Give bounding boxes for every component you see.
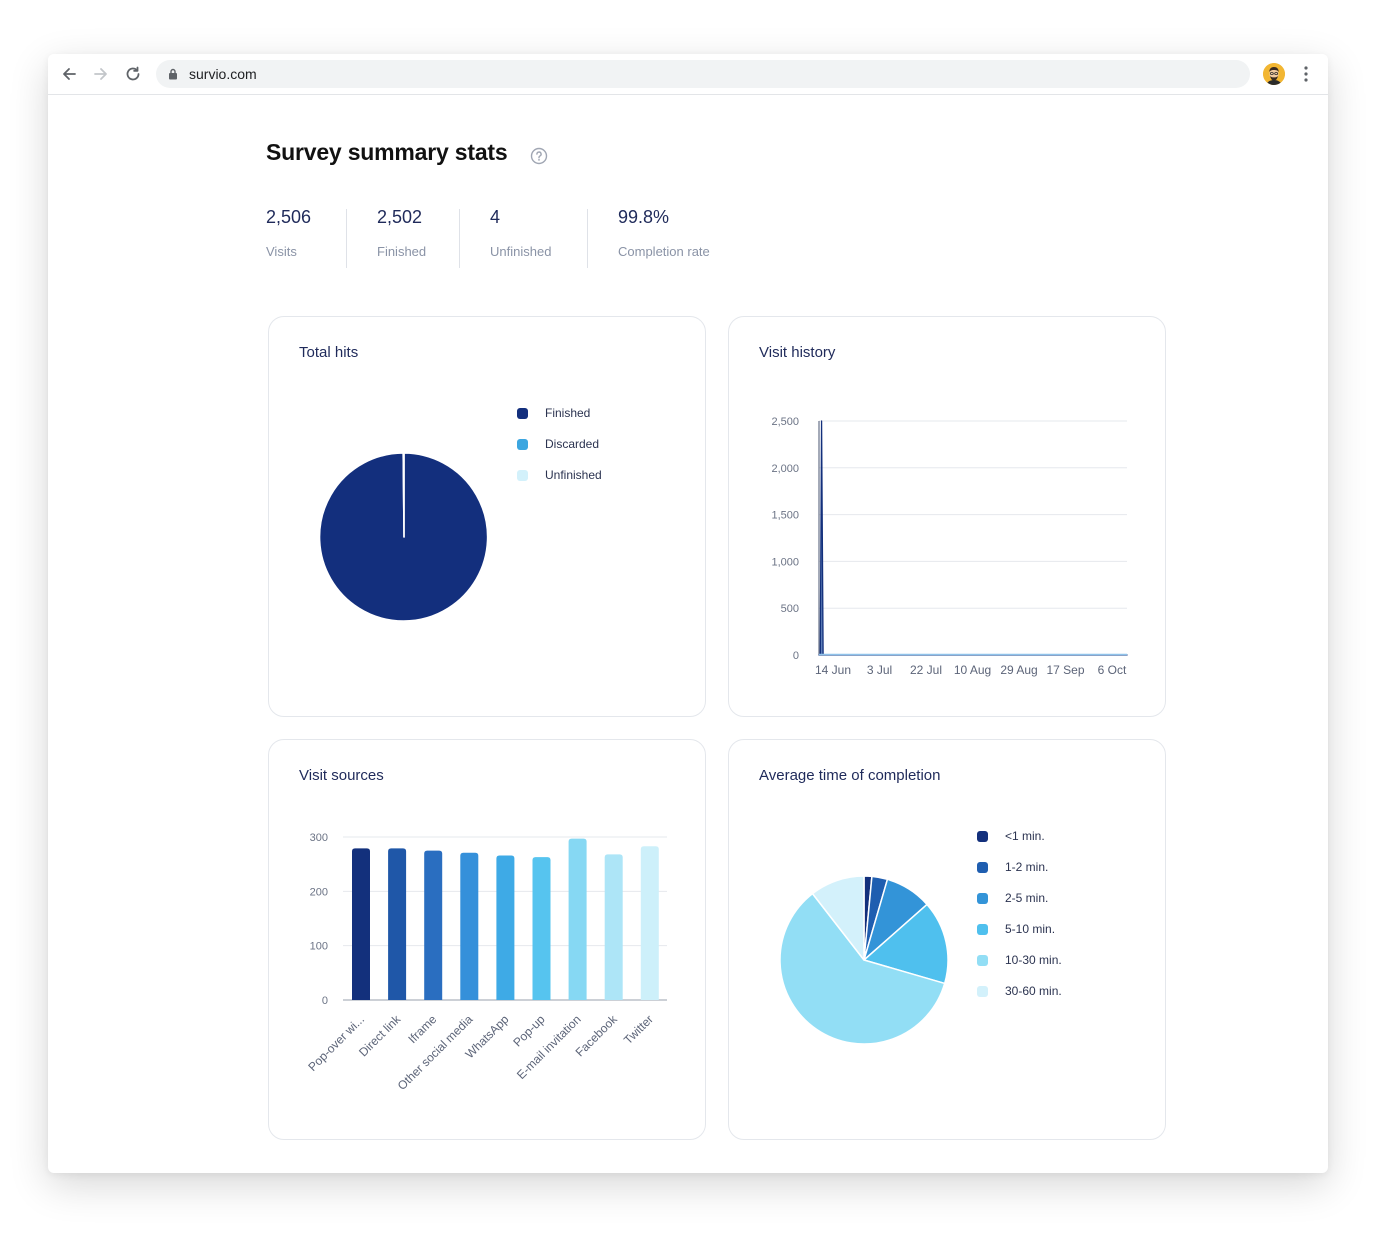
pie-slice-30-60-min [811, 875, 865, 961]
legend-label: Discarded [545, 437, 600, 451]
x-tick-label: Pop-over wi... [305, 1012, 367, 1074]
help-circle-icon[interactable] [530, 147, 548, 165]
x-tick-label: 6 Oct [1098, 663, 1127, 677]
stat-value: 2,502 [377, 207, 423, 227]
legend-swatch [977, 986, 988, 997]
bar-other-social-media [460, 852, 479, 1000]
bar-iframe [424, 850, 443, 1000]
card-visit-history: Visit history 2,500 2,000 1,500 1,000 500 0 14… [728, 316, 1166, 717]
y-tick-label: 2,500 [771, 416, 799, 428]
legend-label: 30-60 min. [1005, 984, 1062, 998]
x-tick-label: 10 Aug [954, 663, 991, 677]
y-tick-label: 2,000 [771, 463, 799, 475]
legend-swatch [517, 439, 528, 450]
y-tick-label: 300 [310, 832, 328, 844]
bar-whatsapp [496, 855, 515, 1000]
legend-label: Finished [545, 406, 591, 420]
stat-completion-rate: 99.8% Completion rate [618, 207, 710, 259]
legend-label: 1-2 min. [1005, 860, 1049, 874]
y-tick-label: 200 [310, 886, 328, 898]
x-tick-label: 14 Jun [815, 663, 851, 677]
page-content: Survey summary stats 2,506 Visits 2,502 … [48, 95, 1328, 1173]
y-tick-label: 1,000 [771, 556, 799, 568]
legend-label: 5-10 min. [1005, 922, 1056, 936]
y-tick-label: 0 [322, 995, 328, 1007]
card-visit-sources: Visit sources 300 200 100 0 Pop-over wi... Di… [268, 739, 706, 1140]
stat-label: Finished [377, 244, 427, 259]
bar-twitter [640, 846, 659, 1000]
bar-e-mail-invitation [568, 838, 587, 1000]
legend-swatch [977, 862, 988, 873]
pie-slice-discarded [402, 452, 405, 538]
y-tick-label: 500 [781, 603, 799, 615]
legend-swatch [977, 955, 988, 966]
bar-direct-link [388, 848, 407, 1000]
total-hits-pie-chart [318, 452, 489, 622]
stat-value: 2,506 [266, 207, 312, 227]
visit-history-area-chart: 2,500 2,000 1,500 1,000 500 0 14 Jun 3 Jul 22 Ju… [771, 416, 1128, 677]
card-title: Visit history [759, 344, 836, 361]
legend-swatch [517, 470, 528, 481]
stat-value: 4 [490, 207, 501, 227]
average-time-pie-chart [779, 875, 949, 1045]
legend-label: 2-5 min. [1005, 891, 1049, 905]
legend-label: <1 min. [1005, 829, 1045, 843]
stat-unfinished: 4 Unfinished [490, 207, 551, 259]
x-tick-label: Twitter [621, 1012, 656, 1047]
card-title: Total hits [299, 344, 359, 361]
card-title: Visit sources [299, 767, 384, 784]
reload-icon[interactable] [122, 63, 144, 85]
x-tick-label: E-mail invitation [514, 1012, 584, 1082]
stat-value: 99.8% [618, 207, 670, 227]
browser-window: survio.com Survey summary stats [48, 54, 1328, 1173]
legend-swatch [977, 924, 988, 935]
bar-pop-over-wi [352, 848, 370, 1000]
stat-finished: 2,502 Finished [377, 207, 426, 259]
visits-area-series [818, 420, 1128, 656]
stat-label: Completion rate [618, 244, 710, 259]
stat-divider [587, 209, 588, 268]
y-tick-label: 0 [793, 650, 799, 662]
bar-facebook [604, 854, 623, 1000]
legend-swatch [977, 893, 988, 904]
stat-label: Visits [266, 244, 297, 259]
address-bar[interactable]: survio.com [156, 60, 1250, 88]
stat-visits: 2,506 Visits [266, 207, 311, 259]
stat-label: Unfinished [490, 244, 552, 259]
card-average-time: Average time of completion <1 min. 1-2 mi… [728, 739, 1166, 1140]
forward-arrow-icon[interactable] [90, 63, 112, 85]
card-total-hits: Total hits Finished Discarded Unfinished [268, 316, 706, 717]
x-tick-label: Iframe [405, 1012, 439, 1046]
legend-swatch [977, 831, 988, 842]
pie-slice-10-30-min [779, 892, 946, 1045]
avatar[interactable] [1263, 63, 1285, 85]
pie-slice-5-10-min [863, 903, 949, 985]
url-text: survio.com [189, 66, 257, 82]
stat-divider [459, 209, 460, 268]
card-title: Average time of completion [759, 767, 941, 784]
x-tick-label: 29 Aug [1000, 663, 1037, 677]
bar-pop-up [532, 857, 551, 1000]
x-tick-label: 17 Sep [1046, 663, 1084, 677]
lock-icon [169, 68, 177, 80]
y-tick-label: 100 [310, 941, 328, 953]
legend-label: 10-30 min. [1005, 953, 1062, 967]
stat-divider [346, 209, 347, 268]
browser-toolbar: survio.com [48, 54, 1328, 95]
more-vert-icon[interactable] [1300, 64, 1312, 84]
y-tick-label: 1,500 [771, 510, 799, 522]
x-tick-label: 22 Jul [910, 663, 942, 677]
x-tick-label: 3 Jul [867, 663, 892, 677]
legend-label: Unfinished [545, 468, 602, 482]
page-title: Survey summary stats [266, 139, 508, 165]
legend-swatch [517, 408, 528, 419]
back-arrow-icon[interactable] [58, 63, 80, 85]
profile-face-icon [1263, 63, 1285, 85]
